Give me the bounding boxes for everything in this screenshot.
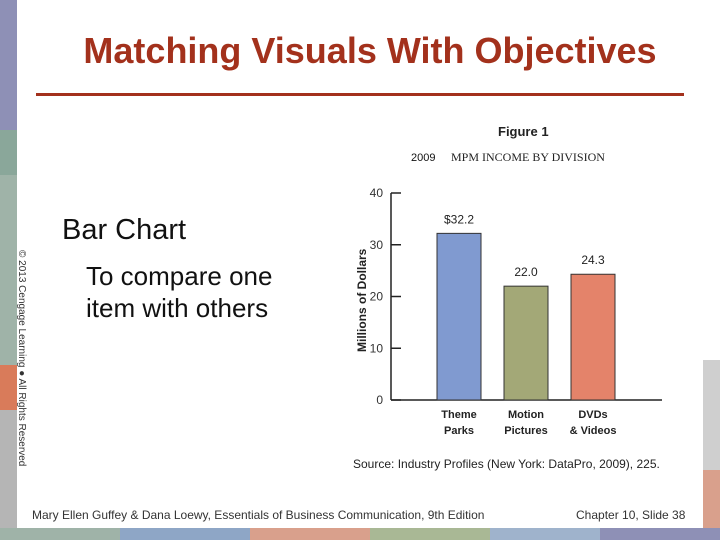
y-axis-label: Millions of Dollars — [355, 248, 369, 352]
title-underline — [36, 93, 684, 96]
left-decorative-strip — [0, 0, 17, 540]
bullet-sub: To compare one item with others — [86, 261, 273, 323]
chart-title: MPM INCOME BY DIVISION — [451, 150, 605, 164]
bar — [436, 232, 482, 401]
y-tick-label: 40 — [370, 186, 384, 200]
data-label: 22.0 — [514, 265, 538, 279]
bullet-main: Bar Chart — [62, 214, 187, 246]
y-tick-label: 10 — [370, 341, 384, 355]
category-label: Theme — [441, 409, 476, 421]
right-decorative-strip — [703, 0, 720, 540]
category-label: & Videos — [570, 425, 617, 437]
category-label: Motion — [508, 409, 544, 421]
category-labels: Theme Parks Motion Pictures DVDs & Videos — [441, 409, 616, 437]
footer-slide-number: Chapter 10, Slide 38 — [576, 508, 686, 522]
bar — [503, 285, 549, 401]
figure-label: Figure 1 — [498, 124, 549, 139]
chart-source: Source: Industry Profiles (New York: Dat… — [353, 457, 660, 471]
bar — [570, 273, 616, 401]
chart-year: 2009 — [411, 152, 435, 164]
category-label: Pictures — [504, 425, 547, 437]
y-tick-label: 30 — [370, 238, 384, 252]
y-tick-label: 0 — [376, 393, 383, 407]
data-label: $32.2 — [444, 212, 474, 226]
category-label: Parks — [444, 425, 474, 437]
bottom-decorative-strip — [0, 528, 720, 540]
y-ticks: 0 10 20 30 40 — [370, 186, 401, 407]
category-label: DVDs — [578, 409, 607, 421]
footer-citation: Mary Ellen Guffey & Dana Loewy, Essentia… — [32, 508, 485, 522]
bars: $32.2 22.0 24.3 — [436, 212, 616, 401]
y-tick-label: 20 — [370, 290, 384, 304]
slide-title: Matching Visuals With Objectives — [83, 30, 657, 71]
data-label: 24.3 — [581, 253, 605, 267]
